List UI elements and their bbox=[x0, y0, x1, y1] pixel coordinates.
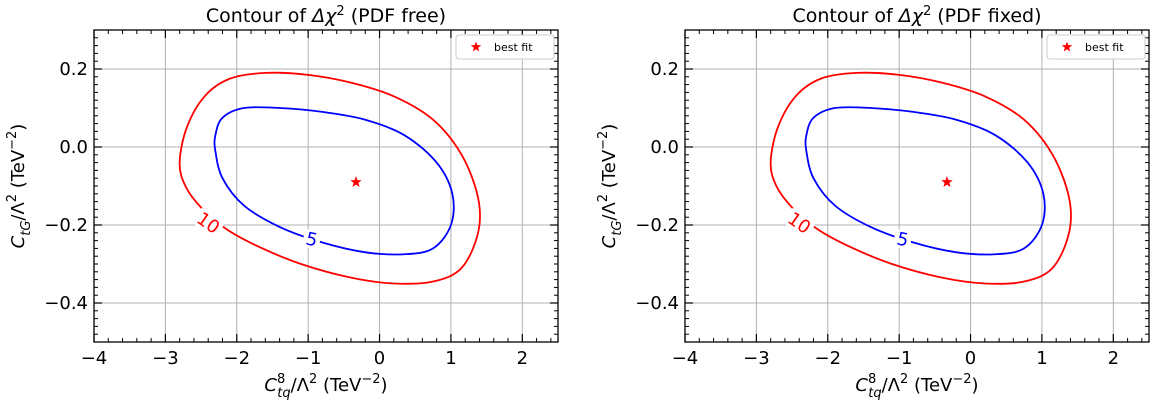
x-axis-title-subscript: tq bbox=[277, 386, 290, 401]
y-axis-title-unit-close: ) bbox=[8, 124, 29, 131]
legend-label: best fit bbox=[494, 41, 533, 54]
y-axis-title-lambda-power: 2 bbox=[5, 194, 20, 202]
y-axis-title-base: C bbox=[599, 235, 620, 248]
x-tick-label: −4 bbox=[81, 348, 108, 369]
x-axis-title-lambda-power: 2 bbox=[309, 372, 317, 387]
contour-label-group: 5 bbox=[892, 228, 913, 251]
x-tick-label: −2 bbox=[814, 348, 841, 369]
y-axis-title-unit-power: −2 bbox=[5, 131, 20, 150]
x-axis-title-lambda-power: 2 bbox=[900, 372, 908, 387]
y-axis-title: CtG/Λ2 (TeV−2) bbox=[5, 124, 34, 249]
legend-box bbox=[455, 34, 555, 60]
contour-label-5: 5 bbox=[304, 228, 320, 251]
y-tick-label: 0.0 bbox=[59, 137, 88, 158]
x-axis-title-unit-power: −2 bbox=[361, 372, 380, 387]
x-axis-title-unit: (TeV bbox=[317, 375, 362, 396]
x-tick-label: −1 bbox=[886, 348, 913, 369]
contour-label-gap bbox=[892, 228, 913, 251]
x-axis-title-unit: (TeV bbox=[908, 375, 953, 396]
y-tick-label: −0.4 bbox=[44, 293, 88, 314]
title-symbol: Δχ bbox=[897, 5, 924, 27]
contour-label-10: 10 bbox=[193, 208, 224, 238]
contour-line-level-5 bbox=[213, 106, 455, 256]
title-suffix: (PDF free) bbox=[345, 5, 446, 27]
y-tick-label: −0.2 bbox=[44, 215, 88, 236]
x-axis-title-superscript: 8 bbox=[868, 372, 876, 387]
x-tick-label: 2 bbox=[1108, 348, 1119, 369]
y-axis-title: CtG/Λ2 (TeV−2) bbox=[596, 124, 625, 249]
contour-label-group: 10 bbox=[782, 207, 816, 239]
legend-box bbox=[1046, 34, 1146, 60]
chart-title: Contour of Δχ2 (PDF free) bbox=[206, 4, 446, 27]
x-tick-label: 1 bbox=[445, 348, 456, 369]
best-fit-point bbox=[350, 176, 362, 187]
y-tick-label: −0.4 bbox=[635, 293, 679, 314]
x-axis-title-unit-close: ) bbox=[381, 375, 388, 396]
contour-label-group: 5 bbox=[301, 228, 322, 251]
x-axis-title-superscript: 8 bbox=[277, 372, 285, 387]
x-tick-label: −1 bbox=[295, 348, 322, 369]
axes-frame bbox=[93, 29, 559, 343]
y-tick-label: −0.2 bbox=[635, 215, 679, 236]
x-axis-title-unit-close: ) bbox=[972, 375, 979, 396]
x-axis-title-unit-power: −2 bbox=[952, 372, 971, 387]
chart-title: Contour of Δχ2 (PDF fixed) bbox=[792, 4, 1041, 27]
x-tick-label: 2 bbox=[517, 348, 528, 369]
x-axis-title-lambda: /Λ bbox=[291, 375, 310, 396]
y-axis-title-base: C bbox=[8, 235, 29, 248]
y-axis-title-unit-close: ) bbox=[599, 124, 620, 131]
x-axis-title: C8 tq/Λ2 (TeV−2) bbox=[264, 372, 387, 401]
y-axis-title-lambda: /Λ bbox=[8, 202, 29, 221]
best-fit-point bbox=[941, 176, 953, 187]
x-axis-title-base: C bbox=[855, 375, 868, 396]
title-superscript: 2 bbox=[923, 4, 931, 19]
contour-label-gap bbox=[301, 228, 322, 251]
contour-label-gap bbox=[191, 207, 225, 239]
contour-label-gap bbox=[782, 207, 816, 239]
legend-label: best fit bbox=[1085, 41, 1124, 54]
title-prefix: Contour of bbox=[792, 5, 898, 27]
title-superscript: 2 bbox=[336, 4, 344, 19]
y-axis-title-subscript: tG bbox=[610, 221, 625, 236]
y-axis-title-lambda-power: 2 bbox=[596, 194, 611, 202]
contour-line-level-10 bbox=[769, 71, 1073, 285]
y-axis-title-unit: (TeV bbox=[599, 149, 620, 194]
legend-star-icon bbox=[470, 41, 482, 52]
y-axis-title-subscript: tG bbox=[19, 221, 34, 236]
x-axis-title: C8 tq/Λ2 (TeV−2) bbox=[855, 372, 978, 401]
y-tick-label: 0.2 bbox=[59, 59, 88, 80]
x-axis-title-base: C bbox=[264, 375, 277, 396]
y-axis-title-unit: (TeV bbox=[8, 149, 29, 194]
x-tick-label: −3 bbox=[152, 348, 179, 369]
legend-star-icon bbox=[1061, 41, 1073, 52]
x-axis-title-subscript: tq bbox=[868, 386, 881, 401]
chart-panel-2: Contour of Δχ2 (PDF fixed)−4 −3 −2 −1 0 1 2−0.… bbox=[596, 4, 1150, 401]
contour-line-level-5 bbox=[804, 106, 1046, 256]
x-tick-label: −2 bbox=[223, 348, 250, 369]
y-axis-title-unit-power: −2 bbox=[596, 131, 611, 150]
x-axis-title-lambda: /Λ bbox=[882, 375, 901, 396]
contour-label-5: 5 bbox=[895, 228, 911, 251]
y-tick-label: 0.0 bbox=[650, 137, 679, 158]
title-suffix: (PDF fixed) bbox=[931, 5, 1041, 27]
chart-panel-1: Contour of Δχ2 (PDF free)−4 −3 −2 −1 0 1 2−0.4… bbox=[5, 4, 559, 401]
title-symbol: Δχ bbox=[310, 5, 337, 27]
x-tick-label: −3 bbox=[743, 348, 770, 369]
contour-line-level-10 bbox=[178, 71, 482, 285]
contour-label-10: 10 bbox=[784, 208, 815, 238]
x-tick-label: −4 bbox=[672, 348, 699, 369]
x-tick-label: 1 bbox=[1036, 348, 1047, 369]
x-tick-label: 0 bbox=[965, 348, 976, 369]
contour-label-group: 10 bbox=[191, 207, 225, 239]
title-prefix: Contour of bbox=[206, 5, 312, 27]
x-tick-label: 0 bbox=[374, 348, 385, 369]
y-axis-title-lambda: /Λ bbox=[599, 202, 620, 221]
axes-frame bbox=[684, 29, 1150, 343]
y-tick-label: 0.2 bbox=[650, 59, 679, 80]
